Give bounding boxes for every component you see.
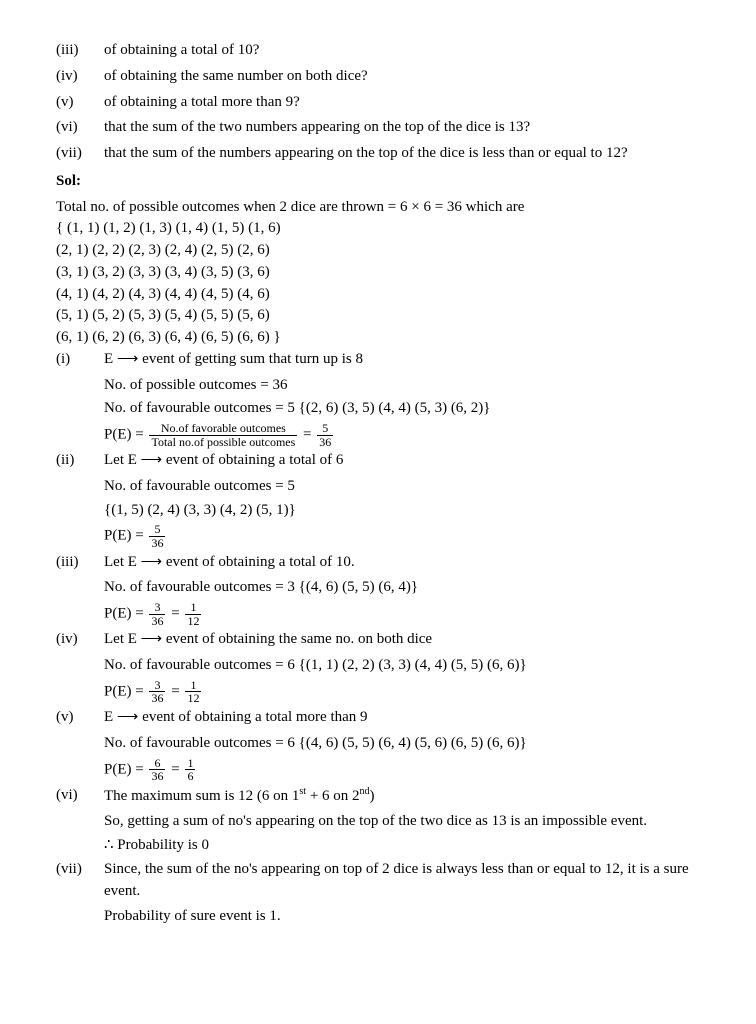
item-text: E ⟶ event of getting sum that turn up is… bbox=[104, 349, 716, 371]
fraction: No.of favorable outcomes Total no.of pos… bbox=[149, 422, 297, 448]
item-label: (iii) bbox=[56, 552, 104, 574]
equals: = bbox=[171, 606, 179, 622]
solution-part: (vi) The maximum sum is 12 (6 on 1st + 6… bbox=[56, 785, 716, 808]
item-label: (vi) bbox=[56, 785, 104, 808]
item-text: Let E ⟶ event of obtaining the same no. … bbox=[104, 629, 716, 651]
solution-line: So, getting a sum of no's appearing on t… bbox=[104, 811, 716, 833]
item-label: (vi) bbox=[56, 117, 104, 139]
solution-line: No. of favourable outcomes = 3 {(4, 6) (… bbox=[104, 577, 716, 599]
question-item: (iii) of obtaining a total of 10? bbox=[56, 40, 716, 62]
fraction: 5 36 bbox=[149, 523, 165, 549]
solution-line: ∴ Probability is 0 bbox=[104, 835, 716, 857]
probability-line: P(E) = 3 36 = 1 12 bbox=[104, 601, 716, 627]
fraction: 1 6 bbox=[185, 757, 195, 783]
solution-part: (iii) Let E ⟶ event of obtaining a total… bbox=[56, 552, 716, 574]
probability-line: P(E) = No.of favorable outcomes Total no… bbox=[104, 422, 716, 448]
question-item: (vii) that the sum of the numbers appear… bbox=[56, 143, 716, 165]
item-label: (iv) bbox=[56, 66, 104, 88]
item-label: (iii) bbox=[56, 40, 104, 62]
pe-label: P(E) = bbox=[104, 606, 144, 622]
outcome-row: (5, 1) (5, 2) (5, 3) (5, 4) (5, 5) (5, 6… bbox=[56, 305, 716, 327]
item-label: (v) bbox=[56, 707, 104, 729]
solution-line: No. of favourable outcomes = 6 {(4, 6) (… bbox=[104, 733, 716, 755]
probability-line: P(E) = 3 36 = 1 12 bbox=[104, 679, 716, 705]
pe-label: P(E) = bbox=[104, 761, 144, 777]
item-label: (ii) bbox=[56, 450, 104, 472]
pe-label: P(E) = bbox=[104, 683, 144, 699]
pe-label: P(E) = bbox=[104, 528, 144, 544]
outcome-row: (3, 1) (3, 2) (3, 3) (3, 4) (3, 5) (3, 6… bbox=[56, 262, 716, 284]
item-label: (i) bbox=[56, 349, 104, 371]
equals: = bbox=[171, 761, 179, 777]
fraction: 5 36 bbox=[317, 422, 333, 448]
solution-part: (i) E ⟶ event of getting sum that turn u… bbox=[56, 349, 716, 371]
item-text: Since, the sum of the no's appearing on … bbox=[104, 859, 716, 903]
solution-line: No. of favourable outcomes = 6 {(1, 1) (… bbox=[104, 655, 716, 677]
item-label: (vii) bbox=[56, 859, 104, 903]
outcome-row: (6, 1) (6, 2) (6, 3) (6, 4) (6, 5) (6, 6… bbox=[56, 327, 716, 349]
solution-part: (iv) Let E ⟶ event of obtaining the same… bbox=[56, 629, 716, 651]
item-label: (vii) bbox=[56, 143, 104, 165]
solution-line: No. of favourable outcomes = 5 {(2, 6) (… bbox=[104, 398, 716, 420]
solution-part: (vii) Since, the sum of the no's appeari… bbox=[56, 859, 716, 903]
probability-line: P(E) = 6 36 = 1 6 bbox=[104, 757, 716, 783]
item-text: that the sum of the numbers appearing on… bbox=[104, 143, 716, 165]
solution-intro: Total no. of possible outcomes when 2 di… bbox=[56, 197, 716, 219]
fraction: 1 12 bbox=[185, 679, 201, 705]
outcome-row: (4, 1) (4, 2) (4, 3) (4, 4) (4, 5) (4, 6… bbox=[56, 284, 716, 306]
outcome-row: (2, 1) (2, 2) (2, 3) (2, 4) (2, 5) (2, 6… bbox=[56, 240, 716, 262]
solution-line: Probability of sure event is 1. bbox=[104, 906, 716, 928]
item-text: E ⟶ event of obtaining a total more than… bbox=[104, 707, 716, 729]
probability-line: P(E) = 5 36 bbox=[104, 523, 716, 549]
item-label: (v) bbox=[56, 92, 104, 114]
question-item: (iv) of obtaining the same number on bot… bbox=[56, 66, 716, 88]
fraction: 6 36 bbox=[149, 757, 165, 783]
item-text: of obtaining the same number on both dic… bbox=[104, 66, 716, 88]
outcome-row: { (1, 1) (1, 2) (1, 3) (1, 4) (1, 5) (1,… bbox=[56, 218, 716, 240]
item-text: Let E ⟶ event of obtaining a total of 10… bbox=[104, 552, 716, 574]
question-item: (vi) that the sum of the two numbers app… bbox=[56, 117, 716, 139]
fraction: 3 36 bbox=[149, 679, 165, 705]
item-text: of obtaining a total of 10? bbox=[104, 40, 716, 62]
item-label: (iv) bbox=[56, 629, 104, 651]
item-text: that the sum of the two numbers appearin… bbox=[104, 117, 716, 139]
solution-part: (v) E ⟶ event of obtaining a total more … bbox=[56, 707, 716, 729]
fraction: 1 12 bbox=[185, 601, 201, 627]
equals: = bbox=[303, 427, 311, 443]
solution-line: No. of favourable outcomes = 5 bbox=[104, 476, 716, 498]
item-text: of obtaining a total more than 9? bbox=[104, 92, 716, 114]
solution-label: Sol: bbox=[56, 171, 716, 193]
item-text: The maximum sum is 12 (6 on 1st + 6 on 2… bbox=[104, 785, 716, 808]
solution-line: No. of possible outcomes = 36 bbox=[104, 375, 716, 397]
pe-label: P(E) = bbox=[104, 427, 144, 443]
solution-part: (ii) Let E ⟶ event of obtaining a total … bbox=[56, 450, 716, 472]
fraction: 3 36 bbox=[149, 601, 165, 627]
equals: = bbox=[171, 683, 179, 699]
question-item: (v) of obtaining a total more than 9? bbox=[56, 92, 716, 114]
item-text: Let E ⟶ event of obtaining a total of 6 bbox=[104, 450, 716, 472]
solution-line: {(1, 5) (2, 4) (3, 3) (4, 2) (5, 1)} bbox=[104, 500, 716, 522]
